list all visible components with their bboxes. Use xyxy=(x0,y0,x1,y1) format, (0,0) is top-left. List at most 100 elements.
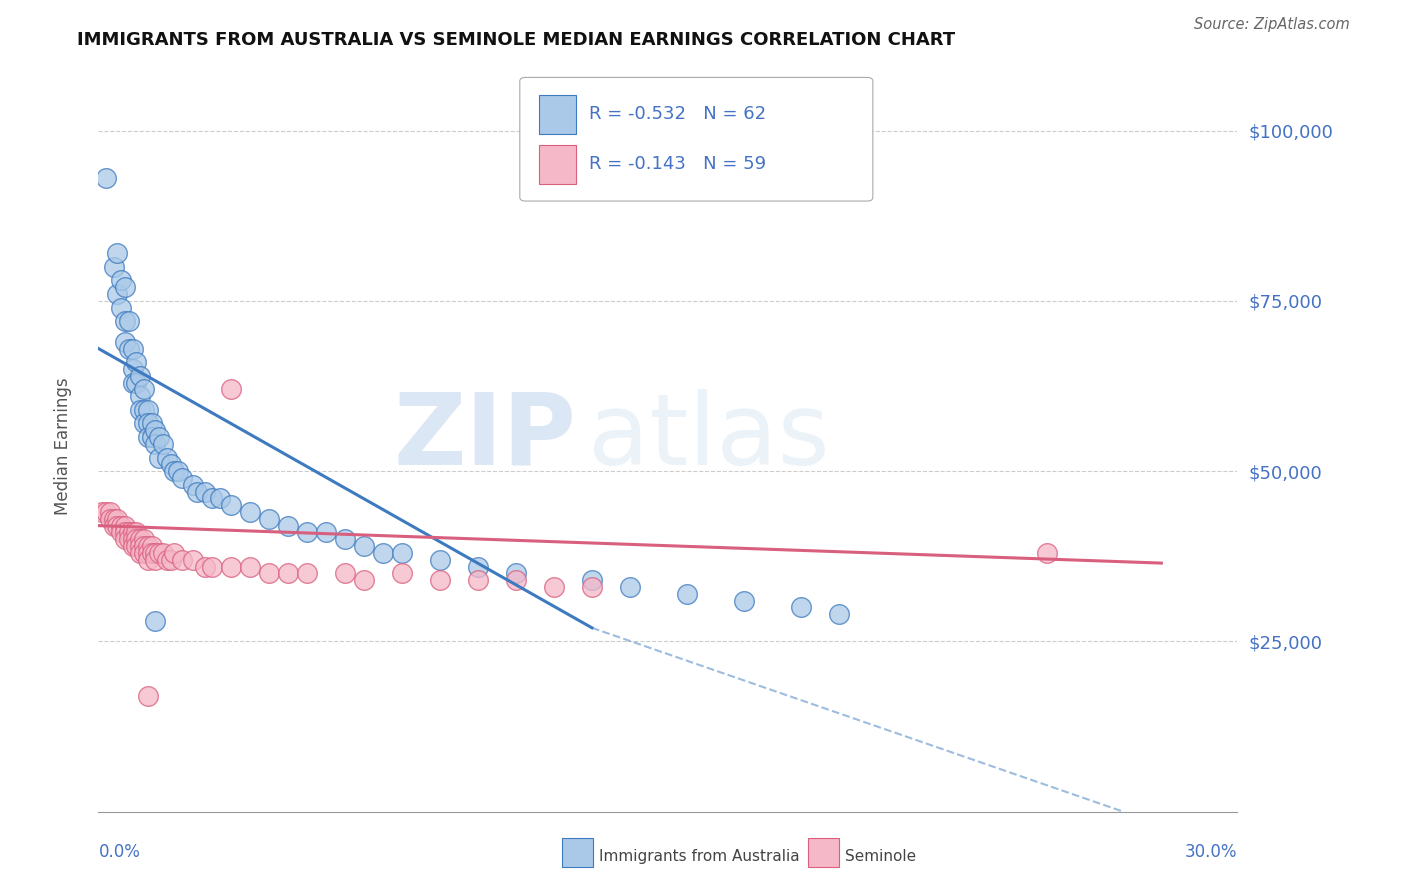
Point xyxy=(136,402,159,417)
Point xyxy=(121,539,143,553)
Point xyxy=(152,546,174,560)
Point xyxy=(110,273,132,287)
Point xyxy=(733,593,755,607)
Point xyxy=(221,498,243,512)
Point xyxy=(259,566,281,581)
Point xyxy=(118,525,141,540)
Point xyxy=(132,402,155,417)
Point xyxy=(121,376,143,390)
Point xyxy=(159,552,181,566)
Point xyxy=(114,518,136,533)
Point xyxy=(141,430,163,444)
Point xyxy=(676,587,699,601)
Text: Seminole: Seminole xyxy=(845,849,917,863)
Point xyxy=(136,546,159,560)
Point xyxy=(1036,546,1059,560)
Point xyxy=(183,477,205,491)
Text: Immigrants from Australia: Immigrants from Australia xyxy=(599,849,800,863)
Point xyxy=(107,512,129,526)
Point xyxy=(335,566,357,581)
Point xyxy=(91,505,114,519)
Point xyxy=(141,546,163,560)
Point xyxy=(208,491,231,506)
Point xyxy=(132,533,155,547)
Text: R = -0.143   N = 59: R = -0.143 N = 59 xyxy=(589,155,766,173)
Point xyxy=(581,580,603,594)
Point xyxy=(125,539,148,553)
Point xyxy=(136,552,159,566)
Point xyxy=(125,376,148,390)
Text: atlas: atlas xyxy=(588,389,830,485)
Point xyxy=(121,525,143,540)
Text: R = -0.532   N = 62: R = -0.532 N = 62 xyxy=(589,105,766,123)
Point xyxy=(136,430,159,444)
Point xyxy=(152,437,174,451)
Point xyxy=(125,525,148,540)
Point xyxy=(353,539,375,553)
Point xyxy=(125,533,148,547)
Point xyxy=(118,342,141,356)
Point xyxy=(94,505,117,519)
Point xyxy=(121,362,143,376)
Point xyxy=(259,512,281,526)
Point xyxy=(194,484,217,499)
Point xyxy=(110,301,132,315)
Point xyxy=(371,546,394,560)
Text: 0.0%: 0.0% xyxy=(98,843,141,861)
Point xyxy=(110,525,132,540)
Point xyxy=(335,533,357,547)
FancyBboxPatch shape xyxy=(520,78,873,201)
Point xyxy=(619,580,641,594)
Point xyxy=(148,546,170,560)
Point xyxy=(107,287,129,301)
Text: Source: ZipAtlas.com: Source: ZipAtlas.com xyxy=(1194,17,1350,31)
Point xyxy=(170,552,193,566)
Point xyxy=(114,533,136,547)
Bar xyxy=(538,145,575,184)
Point xyxy=(239,559,262,574)
Point xyxy=(170,471,193,485)
Point xyxy=(505,573,527,587)
Point xyxy=(297,566,319,581)
Point xyxy=(125,355,148,369)
Point xyxy=(167,464,190,478)
Point xyxy=(297,525,319,540)
Point xyxy=(145,423,167,437)
Point xyxy=(136,689,159,703)
Point xyxy=(467,559,489,574)
Point xyxy=(148,450,170,465)
Point xyxy=(429,573,451,587)
Point xyxy=(136,417,159,431)
Point xyxy=(129,546,152,560)
Point xyxy=(163,546,186,560)
Point xyxy=(98,512,121,526)
Point xyxy=(467,573,489,587)
Point xyxy=(121,342,143,356)
Text: IMMIGRANTS FROM AUSTRALIA VS SEMINOLE MEDIAN EARNINGS CORRELATION CHART: IMMIGRANTS FROM AUSTRALIA VS SEMINOLE ME… xyxy=(77,31,956,49)
Point xyxy=(391,566,413,581)
Point xyxy=(107,246,129,260)
Point xyxy=(543,580,565,594)
Point xyxy=(277,566,299,581)
Point xyxy=(129,533,152,547)
Point xyxy=(194,559,217,574)
Point xyxy=(505,566,527,581)
Point xyxy=(129,389,152,403)
Point xyxy=(118,314,141,328)
Point xyxy=(391,546,413,560)
Bar xyxy=(538,95,575,134)
Point xyxy=(148,430,170,444)
Point xyxy=(201,491,224,506)
Point xyxy=(114,280,136,294)
Point xyxy=(118,533,141,547)
Point xyxy=(132,539,155,553)
Point xyxy=(315,525,337,540)
Point xyxy=(132,383,155,397)
Point xyxy=(156,450,179,465)
Point xyxy=(581,573,603,587)
Point xyxy=(114,314,136,328)
Point xyxy=(163,464,186,478)
Point xyxy=(239,505,262,519)
Point xyxy=(129,539,152,553)
Point xyxy=(221,383,243,397)
